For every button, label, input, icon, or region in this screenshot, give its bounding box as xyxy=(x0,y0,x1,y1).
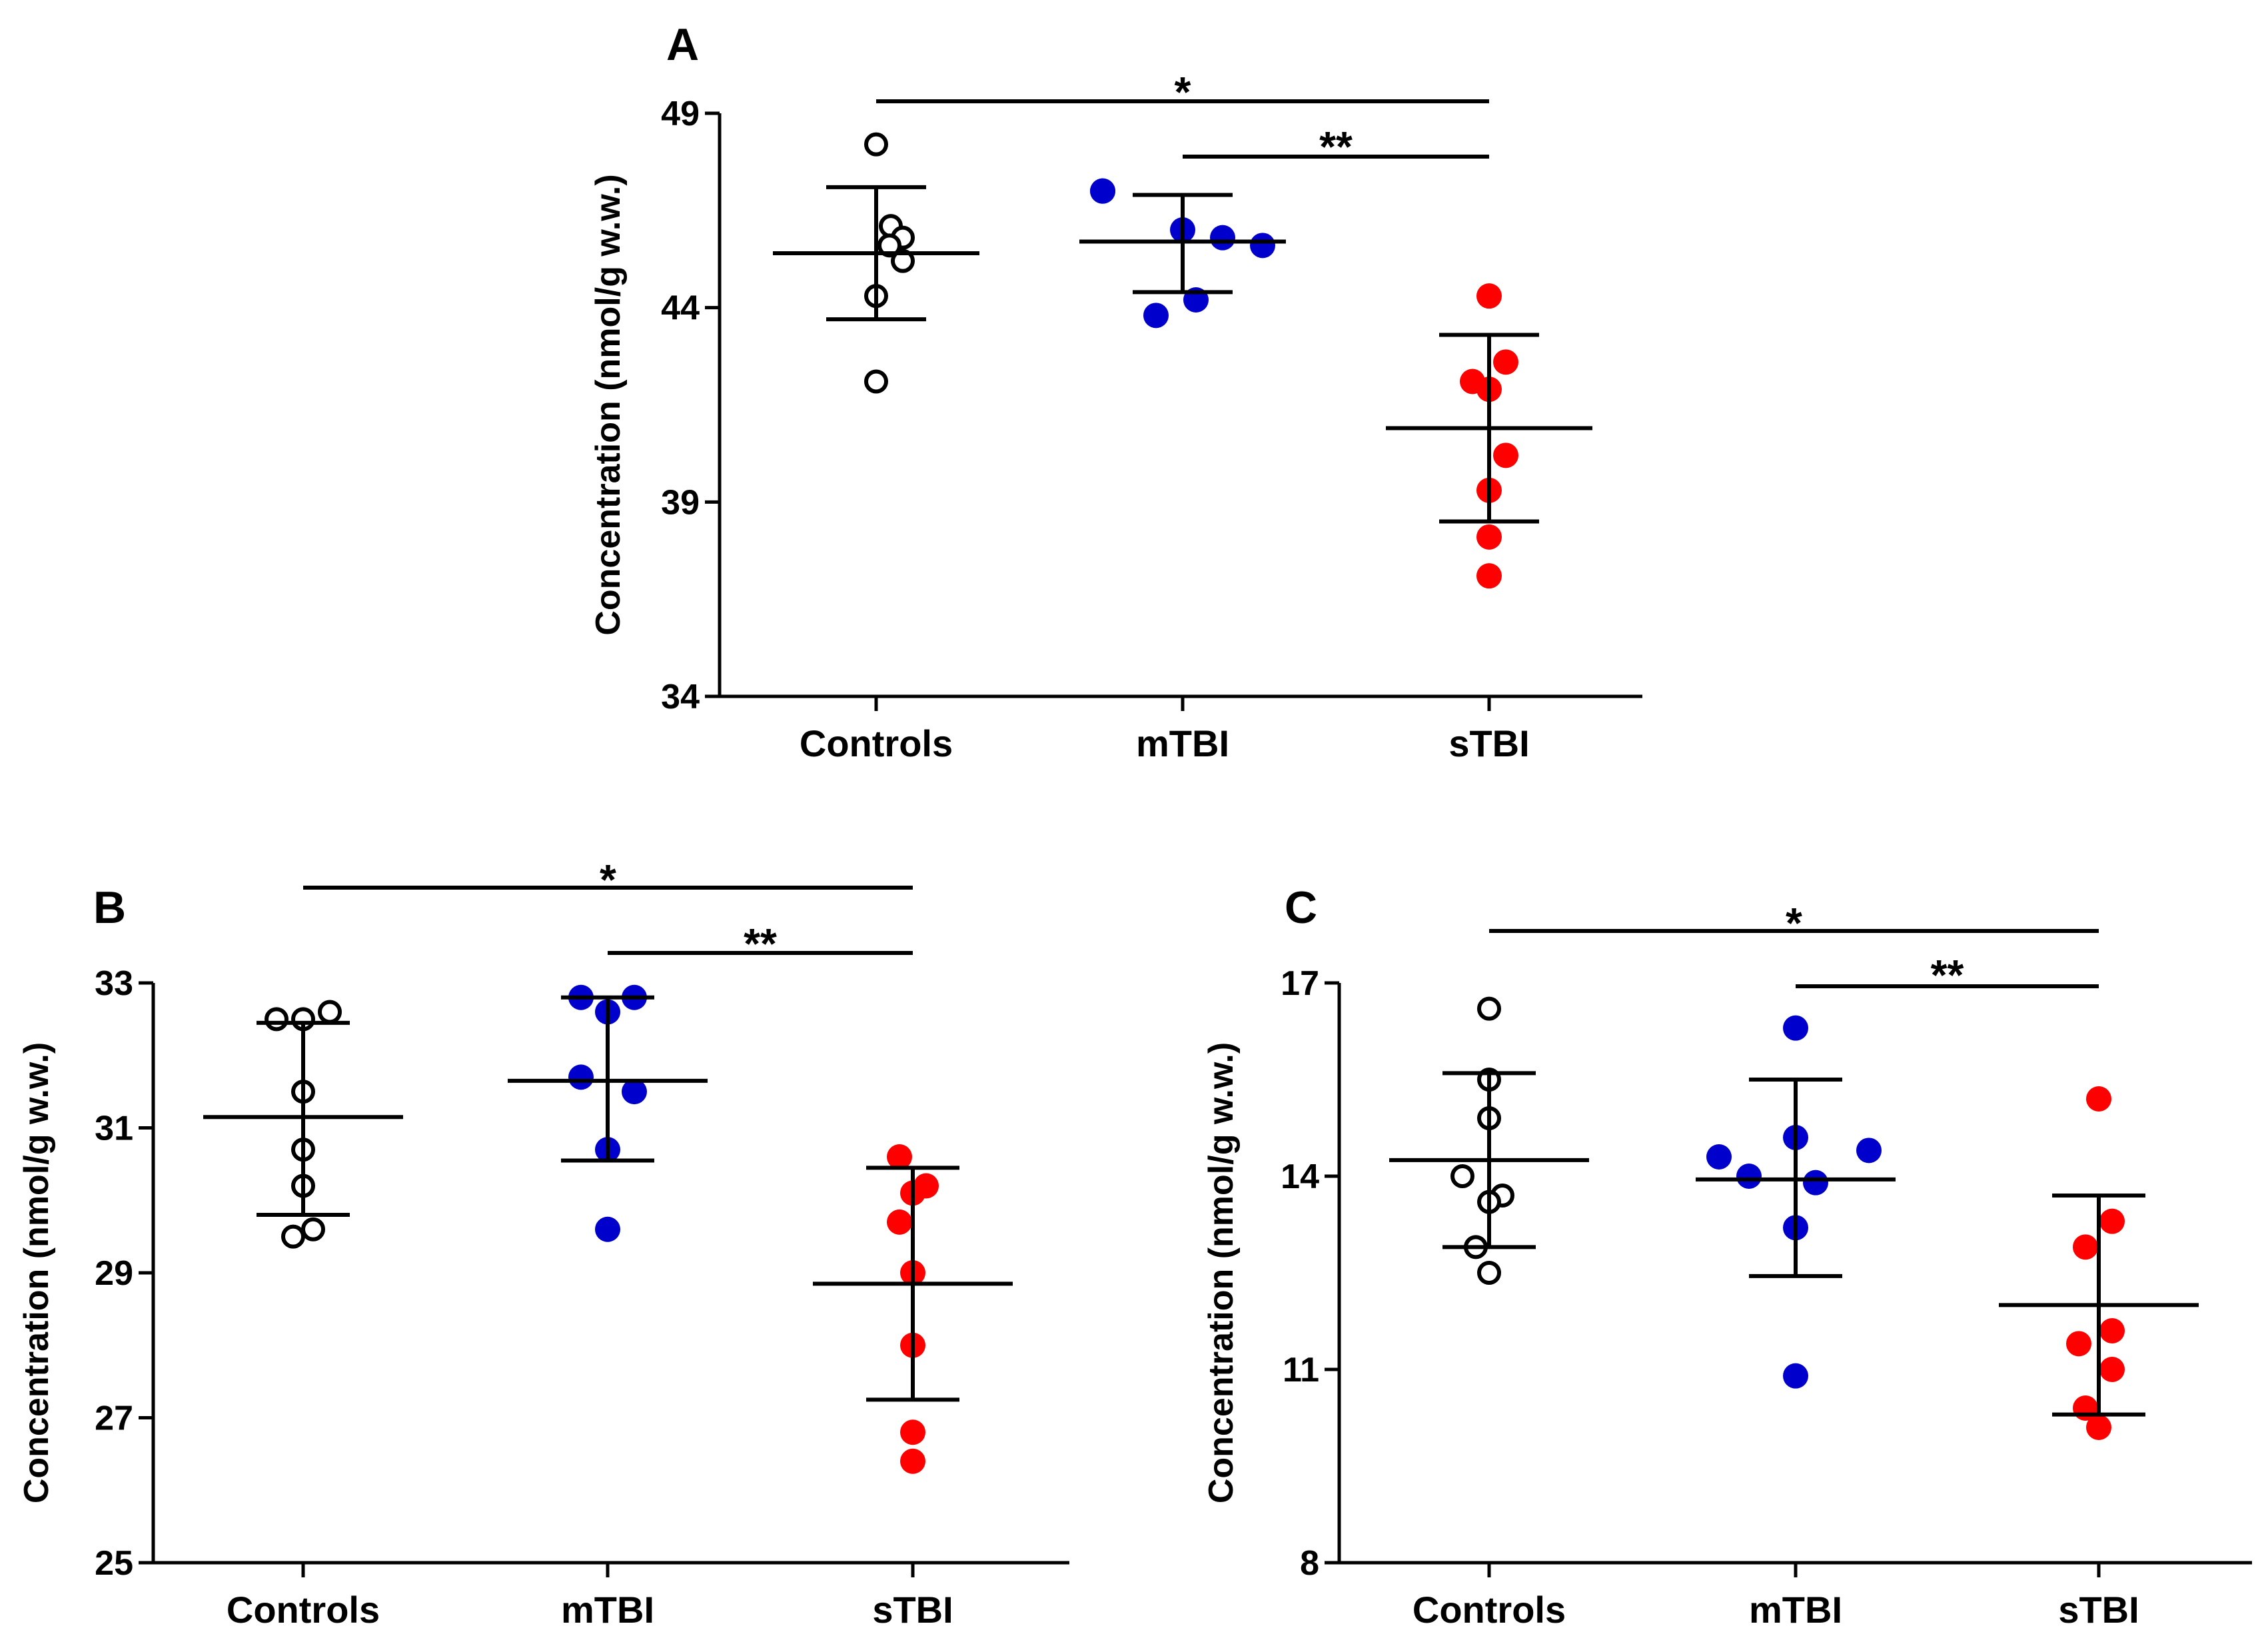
y-tick-label: 29 xyxy=(95,1254,133,1293)
data-point-stbi xyxy=(1493,349,1518,375)
chart-panel-b: B 25 27 29 31 33 Controls mTBI sTBI Concentration… xyxy=(17,856,1069,1631)
data-point-mtbi xyxy=(1783,1363,1808,1389)
significance-label: ** xyxy=(1319,123,1353,171)
data-point-stbi xyxy=(2073,1234,2098,1260)
x-tick-label: Controls xyxy=(1413,1589,1566,1631)
data-point-mtbi xyxy=(1210,225,1235,251)
x-tick-label: Controls xyxy=(227,1589,380,1631)
data-point-stbi xyxy=(2066,1331,2091,1357)
y-tick-label: 8 xyxy=(1300,1544,1319,1583)
y-tick-label: 11 xyxy=(1283,1351,1319,1389)
data-point-stbi xyxy=(900,1419,925,1445)
y-tick-label: 44 xyxy=(661,289,700,328)
data-point-mtbi xyxy=(595,1216,620,1242)
data-point-stbi xyxy=(2099,1208,2125,1234)
significance-label: ** xyxy=(1931,951,1964,999)
x-tick-label: sTBI xyxy=(872,1589,953,1631)
data-point-mtbi xyxy=(1856,1138,1882,1164)
x-tick-label: mTBI xyxy=(1136,722,1229,764)
data-point-mtbi xyxy=(1143,303,1169,329)
y-tick-label: 49 xyxy=(661,95,700,133)
data-point-stbi xyxy=(1476,524,1502,550)
x-tick-label: mTBI xyxy=(561,1589,654,1631)
data-point-mtbi xyxy=(622,1079,647,1105)
y-tick-label: 25 xyxy=(95,1544,133,1583)
y-tick-label: 31 xyxy=(95,1110,133,1148)
significance-label: * xyxy=(1175,68,1191,116)
y-tick-label: 33 xyxy=(95,964,133,1003)
data-point-stbi xyxy=(1476,563,1502,589)
chart-panel-a: A 34 39 44 49 Controls mTBI sTBI Concentration (… xyxy=(589,19,1642,764)
x-tick-label: sTBI xyxy=(2058,1589,2139,1631)
data-point-controls xyxy=(877,233,901,258)
data-point-mtbi xyxy=(1736,1164,1762,1189)
data-point-controls xyxy=(864,369,888,394)
data-point-stbi xyxy=(2086,1415,2111,1440)
y-axis-title: Concentration (nmol/g w.w.) xyxy=(589,174,628,635)
panel-letter: A xyxy=(666,19,699,70)
data-point-controls xyxy=(1477,1261,1501,1285)
data-point-stbi xyxy=(1493,442,1518,468)
x-tick-label: mTBI xyxy=(1749,1589,1842,1631)
data-point-controls xyxy=(301,1217,325,1241)
y-tick-label: 39 xyxy=(661,483,700,522)
data-point-controls xyxy=(864,132,888,157)
significance-label: * xyxy=(1786,899,1802,947)
data-point-controls xyxy=(265,1007,288,1032)
data-point-mtbi xyxy=(1090,178,1115,204)
data-point-mtbi xyxy=(568,1064,594,1090)
data-point-mtbi xyxy=(1706,1144,1732,1170)
y-tick-label: 27 xyxy=(95,1399,133,1438)
panel-letter: C xyxy=(1285,882,1317,933)
data-point-stbi xyxy=(2099,1318,2125,1343)
data-point-mtbi xyxy=(1803,1170,1828,1196)
y-tick-label: 34 xyxy=(661,678,700,716)
x-tick-label: sTBI xyxy=(1448,722,1529,764)
data-point-controls xyxy=(1477,996,1501,1021)
data-point-controls xyxy=(318,1000,342,1024)
data-point-stbi xyxy=(2099,1357,2125,1382)
data-point-stbi xyxy=(900,1448,925,1474)
data-point-stbi xyxy=(887,1144,912,1170)
panel-letter: B xyxy=(93,882,126,933)
data-point-mtbi xyxy=(1250,233,1275,259)
y-axis-title: Concentration (nmol/g w.w.) xyxy=(17,1042,56,1503)
chart-panel-c: C 8 11 14 17 Controls mTBI sTBI Concentration (n… xyxy=(1202,882,2252,1631)
data-point-stbi xyxy=(2086,1086,2111,1112)
data-point-stbi xyxy=(1476,283,1502,309)
y-tick-label: 17 xyxy=(1281,964,1319,1003)
data-point-controls xyxy=(281,1224,305,1249)
y-tick-label: 14 xyxy=(1281,1158,1319,1196)
y-axis-title: Concentration (nmol/g w.w.) xyxy=(1202,1042,1241,1503)
significance-label: * xyxy=(600,856,616,904)
significance-label: ** xyxy=(744,920,777,968)
data-point-mtbi xyxy=(1783,1015,1808,1041)
x-tick-label: Controls xyxy=(800,722,953,764)
data-point-controls xyxy=(891,249,915,273)
data-point-stbi xyxy=(887,1209,912,1235)
data-point-controls xyxy=(1450,1164,1474,1188)
